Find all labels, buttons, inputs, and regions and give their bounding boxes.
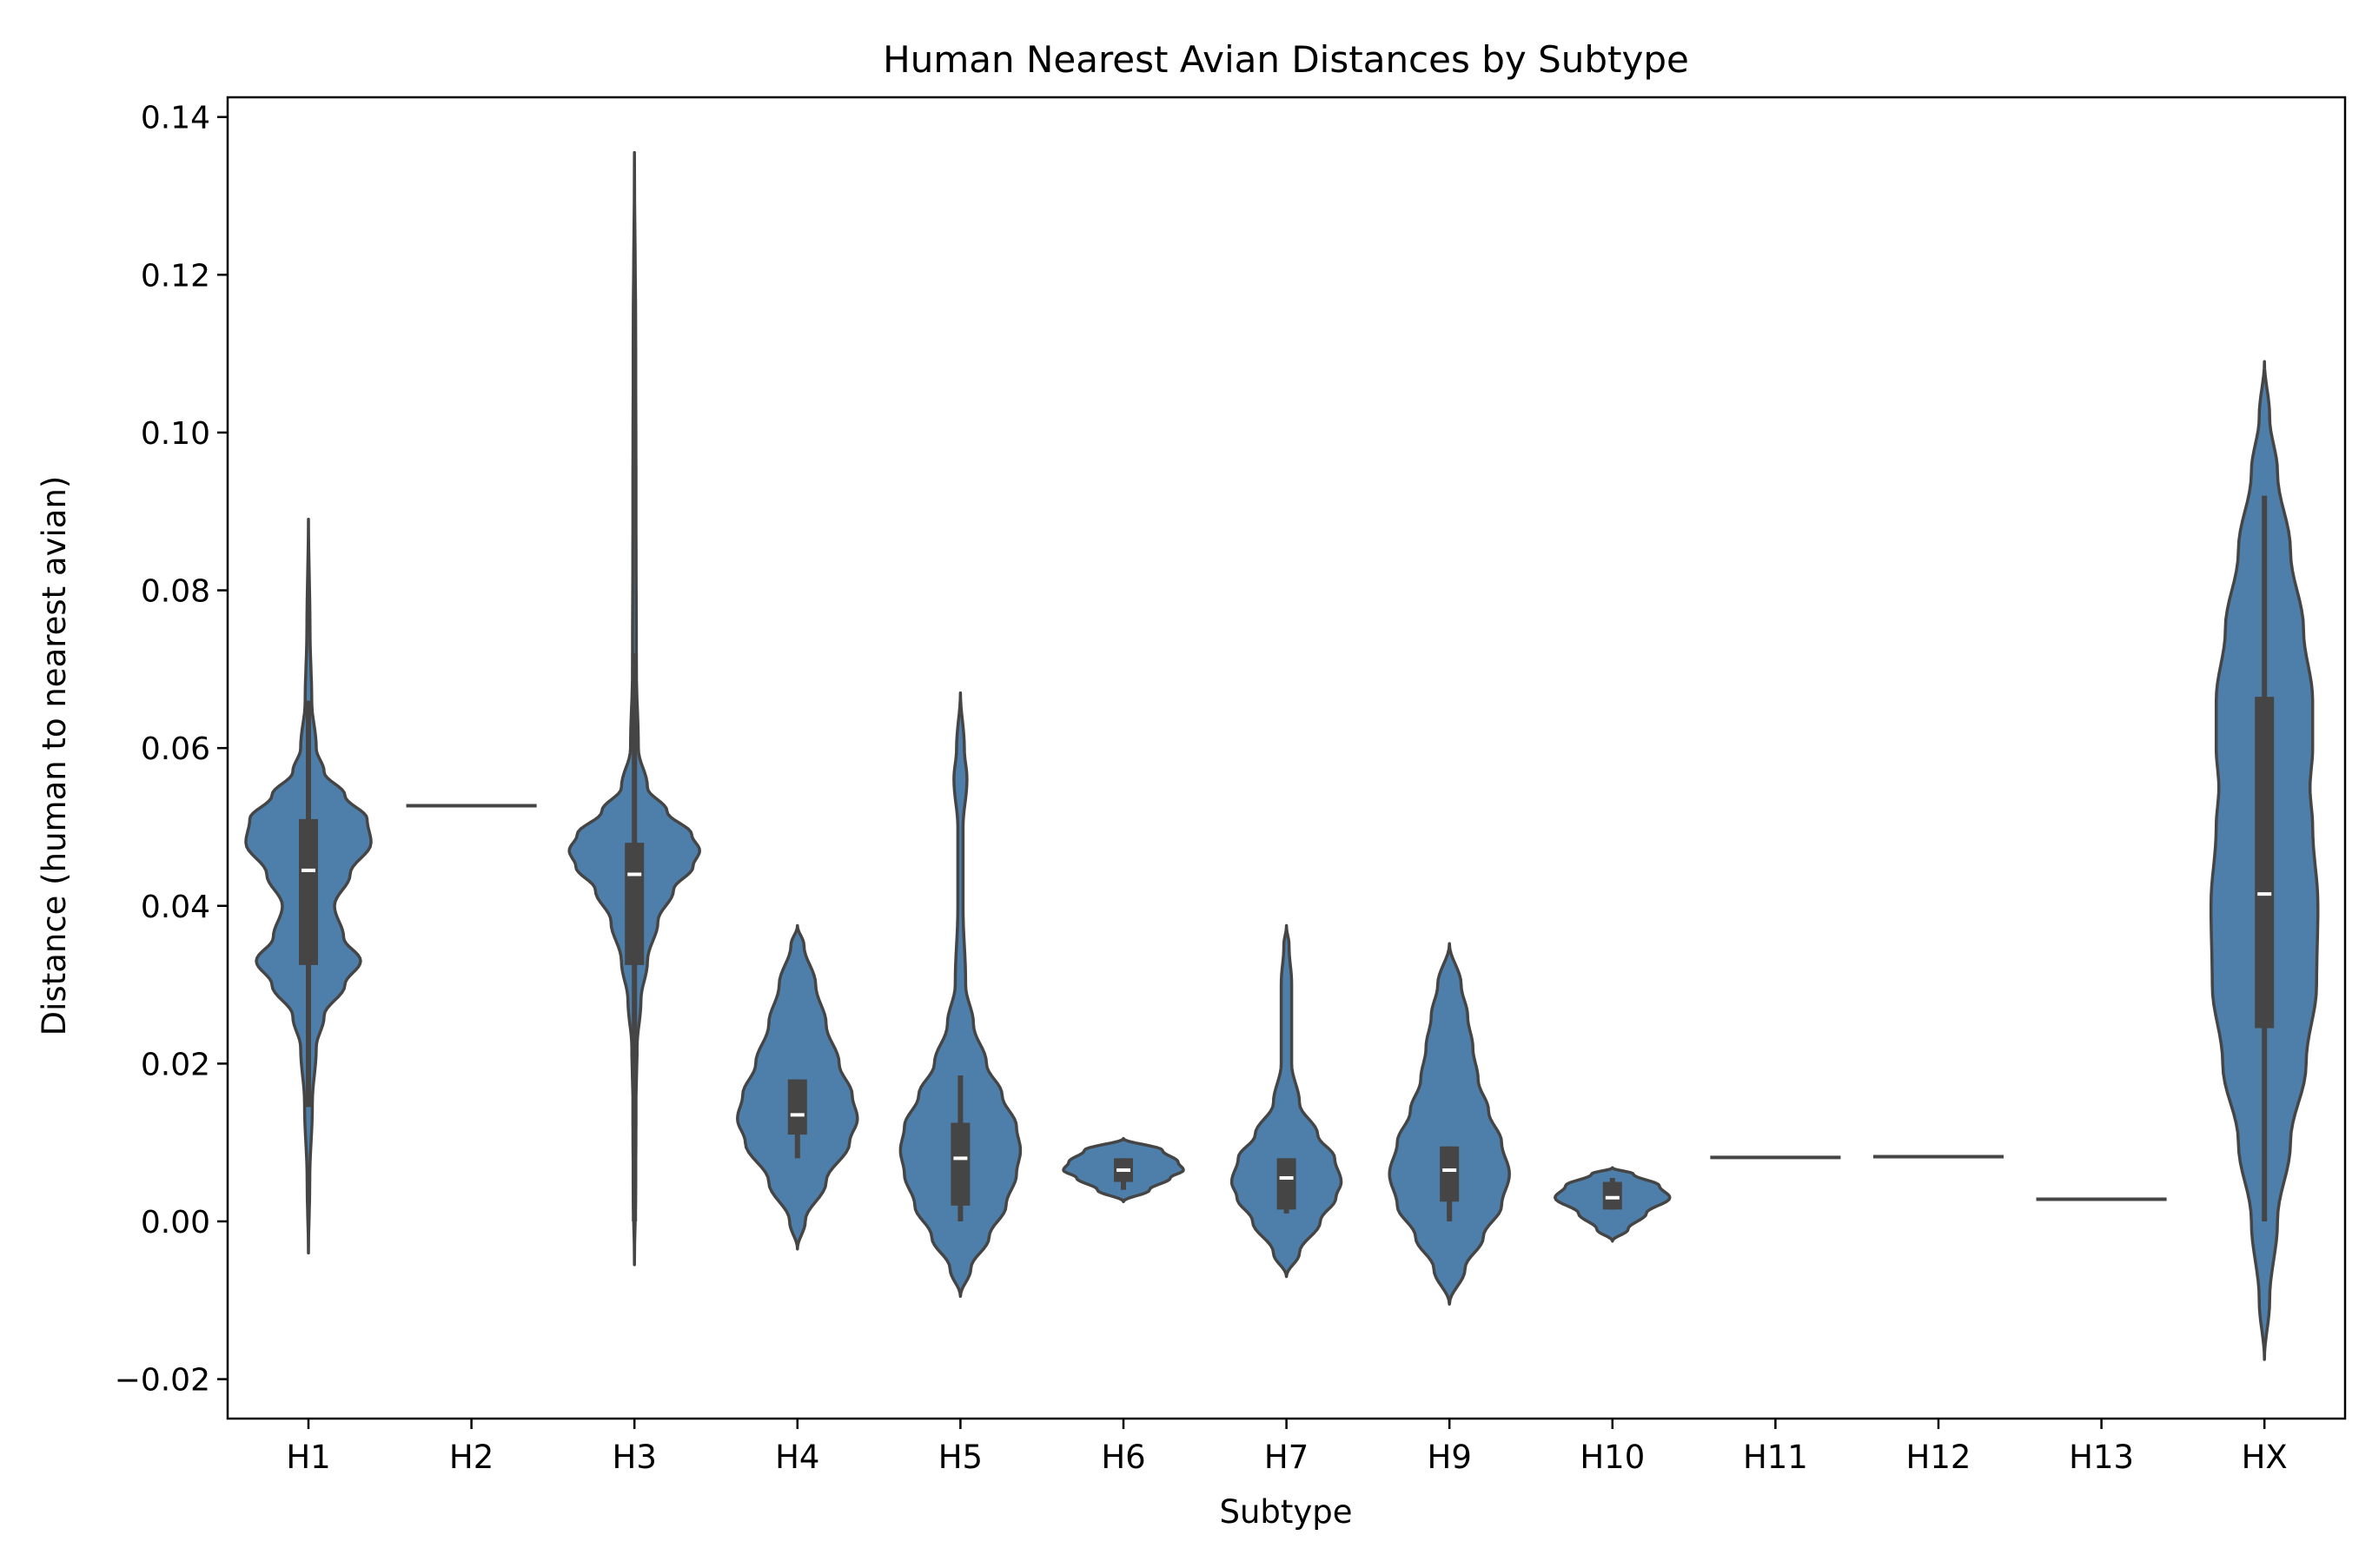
violin-h7-iqr-box [1276,1158,1296,1210]
x-tick-label-h11: H11 [1743,1439,1808,1476]
y-tick-label: 0.04 [141,890,210,925]
y-tick-label: 0.08 [141,574,210,610]
x-axis-label: Subtype [1219,1493,1352,1531]
x-tick-label-h10: H10 [1580,1439,1645,1476]
violin-h9-iqr-box [1440,1146,1460,1202]
y-tick-label: 0.00 [141,1205,210,1241]
x-tick-label-hx: HX [2242,1439,2288,1476]
x-tick-label-h7: H7 [1264,1439,1309,1476]
x-tick-label-h5: H5 [938,1439,983,1476]
x-tick-label-h13: H13 [2069,1439,2134,1476]
y-tick-label: 0.14 [141,101,210,136]
x-tick-label-h6: H6 [1101,1439,1145,1476]
plot-area [244,150,2320,1361]
violin-h4-iqr-box [787,1079,807,1135]
axes: −0.02 0.00 0.02 0.04 0.06 0.08 0.10 0.12 0.14 H1 H… [115,101,2288,1476]
violin-hx-iqr-box [2255,697,2275,1029]
y-tick-label: −0.02 [115,1363,210,1399]
y-axis-label: Distance (human to nearest avian) [36,476,73,1036]
y-tick-label: 0.02 [141,1047,210,1082]
violin-h7-body [1229,923,1343,1279]
violin-h5-iqr-box [951,1122,971,1206]
y-tick-label: 0.06 [141,731,210,767]
violin-h5-body [898,691,1023,1299]
x-tick-label-h2: H2 [449,1439,494,1476]
violin-h3-iqr-box [625,843,645,965]
x-tick-label-h3: H3 [613,1439,657,1476]
x-tick-label-h1: H1 [286,1439,330,1476]
violin-h1-iqr-box [299,818,318,965]
violin-h9-body [1388,942,1511,1307]
x-tick-label-h4: H4 [775,1439,819,1476]
x-tick-label-h12: H12 [1906,1439,1971,1476]
chart-title: Human Nearest Avian Distances by Subtype [883,38,1689,81]
violin-h10-iqr-box [1602,1181,1622,1210]
plot-frame [226,96,2347,1420]
y-tick-label: 0.10 [141,416,210,452]
x-tick-label-h9: H9 [1428,1439,1472,1476]
y-tick-label: 0.12 [141,258,210,294]
